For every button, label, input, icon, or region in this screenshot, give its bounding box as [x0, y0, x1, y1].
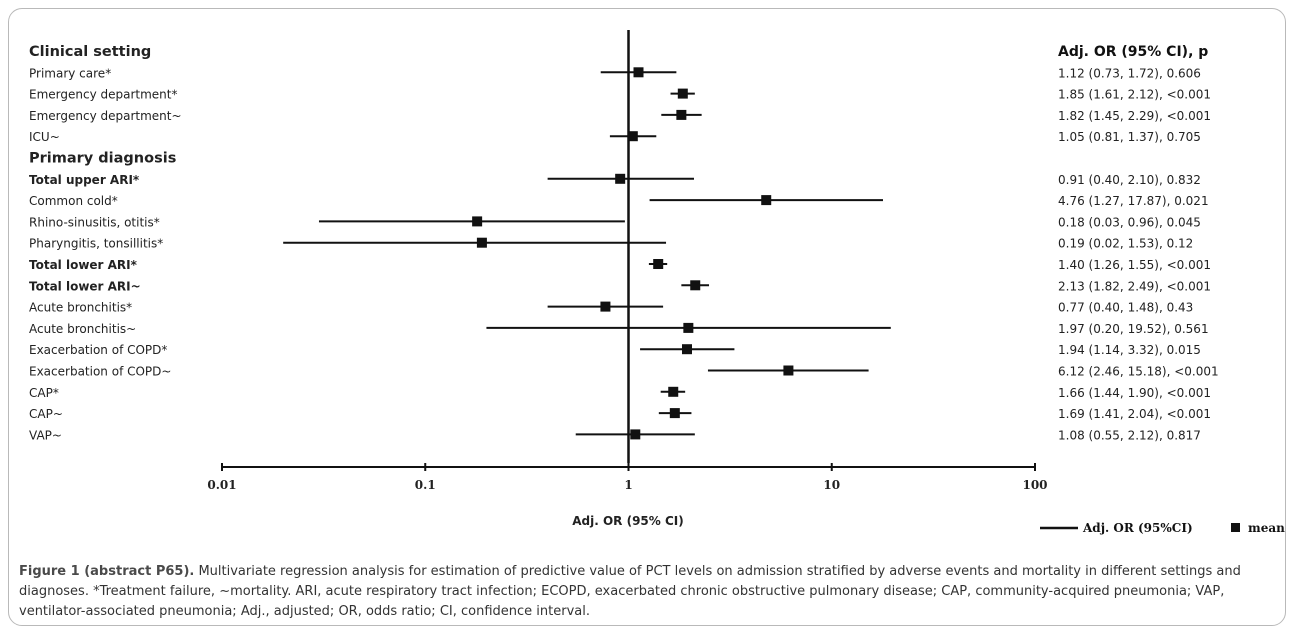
row-label: Emergency department~ [29, 109, 182, 123]
row-label: Exacerbation of COPD~ [29, 365, 171, 379]
point-estimate [669, 408, 680, 419]
row-label: Common cold* [29, 194, 118, 208]
row-estimate-text: 2.13 (1.82, 2.49), <0.001 [1058, 279, 1211, 293]
point-estimate [676, 109, 687, 120]
x-axis: 0.01 0.1 1 10 100 [207, 463, 1048, 492]
row-label: CAP* [29, 386, 59, 400]
row-label: Emergency department* [29, 88, 178, 102]
row-label: VAP~ [29, 428, 62, 442]
x-axis-label: Adj. OR (95% CI) [572, 514, 684, 528]
point-estimate [783, 365, 794, 376]
point-estimate [615, 173, 626, 184]
row-label: Pharyngitis, tonsillitis* [29, 237, 163, 251]
row-estimate-text: 0.19 (0.02, 1.53), 0.12 [1058, 237, 1193, 251]
row-label: Total lower ARI* [29, 258, 138, 272]
row-label: Primary care* [29, 66, 111, 80]
row-estimate-text: 1.40 (1.26, 1.55), <0.001 [1058, 258, 1211, 272]
row-label: Exacerbation of COPD* [29, 343, 167, 357]
x-tick-label: 1 [624, 478, 632, 492]
row-label: CAP~ [29, 407, 63, 421]
point-estimate [600, 301, 611, 312]
section-header: Clinical setting [29, 44, 151, 60]
row-estimate-text: 1.66 (1.44, 1.90), <0.001 [1058, 386, 1211, 400]
row-estimate-text: 1.05 (0.81, 1.37), 0.705 [1058, 130, 1201, 144]
point-estimate [472, 216, 483, 227]
legend-mean-label: mean [1248, 521, 1285, 535]
point-estimate [630, 429, 641, 440]
figure-caption: Figure 1 (abstract P65). Multivariate re… [19, 562, 1269, 622]
legend-mean-marker [1231, 523, 1240, 532]
point-estimate [690, 280, 701, 291]
row-estimate-text: 0.77 (0.40, 1.48), 0.43 [1058, 301, 1193, 315]
row-label: Total upper ARI* [29, 173, 140, 187]
row-label: Total lower ARI~ [29, 279, 141, 293]
row-estimate-text: 1.69 (1.41, 2.04), <0.001 [1058, 407, 1211, 421]
rows-layer: Clinical setting Primary care* 1.12 (0.73,… [29, 30, 1219, 463]
point-estimate [633, 67, 644, 78]
point-estimate [627, 131, 638, 142]
legend: Adj. OR (95%CI) mean [1040, 521, 1285, 535]
x-tick-label: 0.01 [207, 478, 236, 492]
point-estimate [476, 237, 487, 248]
row-label: ICU~ [29, 130, 60, 144]
point-estimate [677, 88, 688, 99]
row-label: Acute bronchitis* [29, 301, 132, 315]
figure-frame [8, 8, 1286, 626]
x-tick-label: 0.1 [415, 478, 436, 492]
point-estimate [761, 195, 772, 206]
row-estimate-text: 1.85 (1.61, 2.12), <0.001 [1058, 88, 1211, 102]
point-estimate [683, 322, 694, 333]
row-estimate-text: 1.08 (0.55, 2.12), 0.817 [1058, 428, 1201, 442]
x-tick-label: 100 [1022, 478, 1047, 492]
row-estimate-text: 4.76 (1.27, 17.87), 0.021 [1058, 194, 1209, 208]
section-header: Primary diagnosis [29, 151, 176, 167]
row-estimate-text: 6.12 (2.46, 15.18), <0.001 [1058, 365, 1219, 379]
row-estimate-text: 0.91 (0.40, 2.10), 0.832 [1058, 173, 1201, 187]
x-tick-label: 10 [823, 478, 840, 492]
row-estimate-text: 1.12 (0.73, 1.72), 0.606 [1058, 66, 1201, 80]
row-estimate-text: 1.97 (0.20, 19.52), 0.561 [1058, 322, 1209, 336]
caption-body: Multivariate regression analysis for est… [19, 564, 1241, 619]
row-estimate-text: 1.94 (1.14, 3.32), 0.015 [1058, 343, 1201, 357]
row-estimate-text: 1.82 (1.45, 2.29), <0.001 [1058, 109, 1211, 123]
caption-title: Figure 1 (abstract P65). [19, 564, 195, 579]
point-estimate [681, 344, 692, 355]
legend-ci-label: Adj. OR (95%CI) [1082, 521, 1193, 535]
row-label: Acute bronchitis~ [29, 322, 136, 336]
point-estimate [653, 259, 664, 269]
row-label: Rhino-sinusitis, otitis* [29, 215, 160, 229]
point-estimate [668, 386, 679, 397]
right-column-header: Adj. OR (95% CI), p [1058, 44, 1208, 60]
forest-plot: Clinical setting Primary care* 1.12 (0.73,… [29, 30, 1285, 535]
row-estimate-text: 0.18 (0.03, 0.96), 0.045 [1058, 215, 1201, 229]
